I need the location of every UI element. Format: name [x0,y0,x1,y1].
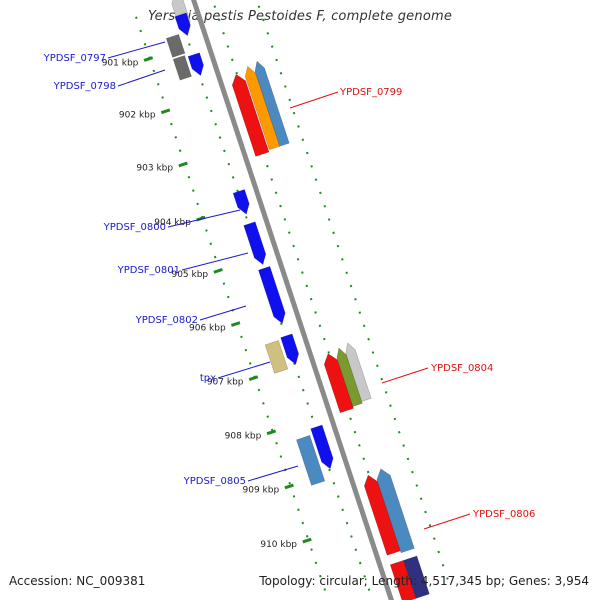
gene-leader-line [423,513,471,530]
kbp-label: 901 kbp [102,58,139,68]
kbp-label: 910 kbp [260,540,297,550]
gene-label-ypdsf-0797: YPDSF_0797 [43,53,106,64]
gene-grey-block-a [165,33,186,58]
gene-label-ypdsf-0802: YPDSF_0802 [135,315,198,326]
topology-label: Topology: circular; Length: 4,517,345 bp… [259,574,589,588]
kbp-label: 904 kbp [154,218,191,228]
kbp-label: 903 kbp [136,164,173,174]
gene-leader-line [381,367,429,384]
gene-label-ypdsf-0805: YPDSF_0805 [183,476,246,487]
kbp-label: 902 kbp [119,111,156,121]
kbp-label: 907 kbp [207,377,244,387]
gene-leader-line [289,91,339,109]
gene-ypdsf-0798 [187,52,204,77]
track-left-outer [135,16,330,600]
gene-leader-line [247,465,299,482]
map-title: Yersinia pestis Pestoides F, complete ge… [147,9,453,24]
gene-label-ypdsf-0800: YPDSF_0800 [103,222,166,233]
gene-ypdsf-0802 [258,266,286,324]
gene-leader-line [167,209,241,228]
gene-leader-line [217,361,271,379]
gene-leader-line [199,305,247,321]
gene-tpx-arrow [280,333,299,365]
gene-label-ypdsf-0798: YPDSF_0798 [53,81,116,92]
gene-ypdsf-0806-steel [376,468,415,554]
gene-ypdsf-0799-steel [254,60,290,147]
gene-ypdsf-0800 [232,189,250,215]
kbp-tick [284,483,294,490]
gene-ypdsf-0804-green [336,347,363,407]
kbp-tick [248,375,259,381]
kbp-tick [143,56,154,62]
kbp-label: 905 kbp [171,270,208,280]
kbp-tick [302,537,312,544]
gene-ypdsf-0805-steel [296,435,326,486]
gene-ypdsf-0797 [174,12,191,37]
gene-leader-line [181,252,249,271]
genome-backbone [191,0,394,600]
kbp-label: 906 kbp [189,323,226,333]
kbp-tick [230,321,241,327]
gene-ypdsf-0801 [243,221,267,266]
gene-tpx [264,340,289,374]
gene-label-tpx: tpx [200,373,216,384]
kbp-tick [160,108,171,115]
gene-leader-line [107,41,166,59]
gene-label-ypdsf-0804: YPDSF_0804 [430,363,493,374]
gene-label-ypdsf-0801: YPDSF_0801 [117,265,180,276]
gene-label-ypdsf-0806: YPDSF_0806 [472,509,535,520]
kbp-tick [266,429,277,436]
gene-bottom-navy [403,555,430,599]
kbp-tick [213,268,223,274]
gene-grey-block-b [172,55,192,81]
gene-ypdsf-0804-silver [345,342,372,402]
gene-leader-line [117,69,166,87]
accession-label: Accession: NC_009381 [9,574,146,588]
kbp-label: 909 kbp [243,486,280,496]
kbp-label: 908 kbp [225,432,262,442]
gene-ypdsf-0805 [310,424,334,470]
kbp-tick [178,161,188,168]
gene-ypdsf-0799-red [231,73,270,157]
gene-label-ypdsf-0799: YPDSF_0799 [339,87,402,98]
